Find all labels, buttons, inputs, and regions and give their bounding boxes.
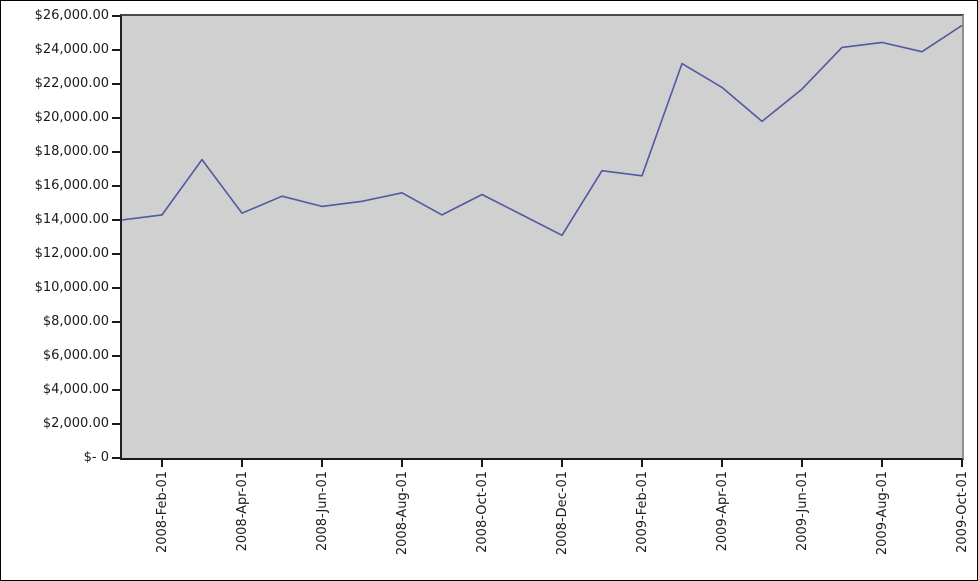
y-axis-label: $26,000.00 <box>34 8 109 23</box>
y-axis-label: $10,000.00 <box>34 280 109 295</box>
y-axis-tick <box>112 389 120 391</box>
x-axis-label: 2009-Oct-01 <box>954 471 970 553</box>
x-axis-tick <box>241 460 243 467</box>
y-axis-tick <box>112 49 120 51</box>
x-axis-tick <box>321 460 323 467</box>
x-axis-label: 2008-Feb-01 <box>154 471 170 554</box>
y-axis-tick <box>112 15 120 17</box>
x-axis-label: 2008-Dec-01 <box>554 471 570 556</box>
x-axis-tick <box>881 460 883 467</box>
x-axis-label: 2009-Aug-01 <box>874 471 890 556</box>
y-axis-label: $12,000.00 <box>34 246 109 261</box>
x-axis-label: 2008-Apr-01 <box>234 471 250 552</box>
x-axis-label: 2008-Oct-01 <box>474 471 490 553</box>
x-axis-tick <box>561 460 563 467</box>
y-axis-label: $14,000.00 <box>34 212 109 227</box>
y-axis-tick <box>112 219 120 221</box>
y-axis-label: $20,000.00 <box>34 110 109 125</box>
x-axis-tick <box>801 460 803 467</box>
data-line <box>122 24 962 237</box>
x-axis-label: 2009-Apr-01 <box>714 471 730 552</box>
y-axis-label: $- 0 <box>83 450 109 465</box>
y-axis-tick <box>112 457 120 459</box>
plot-area <box>120 14 964 460</box>
y-axis-tick <box>112 151 120 153</box>
x-axis-tick <box>961 460 963 467</box>
y-axis-tick <box>112 117 120 119</box>
y-axis-label: $2,000.00 <box>42 416 109 431</box>
x-axis-label: 2009-Feb-01 <box>634 471 650 554</box>
y-axis-label: $24,000.00 <box>34 42 109 57</box>
y-axis-label: $22,000.00 <box>34 76 109 91</box>
x-axis-tick <box>401 460 403 467</box>
y-axis-label: $4,000.00 <box>42 382 109 397</box>
line-series-svg <box>122 24 962 237</box>
x-axis-label: 2009-Jun-01 <box>794 471 810 552</box>
y-axis-tick <box>112 423 120 425</box>
y-axis-label: $6,000.00 <box>42 348 109 363</box>
y-axis-tick <box>112 253 120 255</box>
x-axis-tick <box>481 460 483 467</box>
y-axis-tick <box>112 287 120 289</box>
x-axis-tick <box>641 460 643 467</box>
y-axis-tick <box>112 185 120 187</box>
x-axis-tick <box>161 460 163 467</box>
y-axis-label: $16,000.00 <box>34 178 109 193</box>
y-axis-label: $8,000.00 <box>42 314 109 329</box>
y-axis-tick <box>112 321 120 323</box>
x-axis-label: 2008-Aug-01 <box>394 471 410 556</box>
y-axis-tick <box>112 355 120 357</box>
x-axis-tick <box>721 460 723 467</box>
y-axis-label: $18,000.00 <box>34 144 109 159</box>
y-axis-tick <box>112 83 120 85</box>
x-axis-label: 2008-Jun-01 <box>314 471 330 552</box>
